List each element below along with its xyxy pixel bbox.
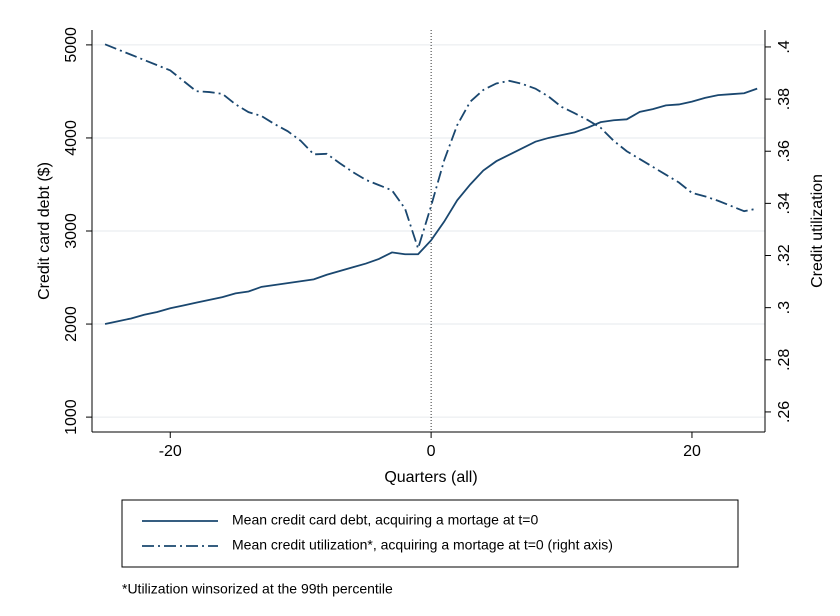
y-tick-label: 1000 (63, 399, 80, 435)
y2-tick-label: .26 (776, 401, 793, 423)
y-tick-label: 5000 (63, 27, 80, 63)
y2-tick-label: .28 (776, 349, 793, 371)
legend-label: Mean credit utilization*, acquiring a mo… (232, 537, 613, 553)
y2-axis-label: Credit utilization (809, 174, 826, 288)
y-tick-label: 4000 (63, 120, 80, 156)
x-tick-label: 20 (683, 443, 701, 460)
y-tick-label: 2000 (63, 306, 80, 342)
y-axis-label: Credit card debt ($) (36, 162, 53, 300)
legend-box (121, 499, 739, 568)
y-tick-label: 3000 (63, 213, 80, 249)
y2-tick-label: .38 (776, 88, 793, 110)
x-tick-label: -20 (159, 443, 182, 460)
x-axis-label: Quarters (all) (384, 469, 477, 486)
y2-tick-label: .34 (776, 192, 793, 214)
note: *Utilization winsorized at the 99th perc… (122, 581, 393, 597)
y2-tick-label: .32 (776, 244, 793, 266)
y2-tick-label: .3 (776, 301, 793, 314)
series-line (104, 43, 758, 252)
legend-label: Mean credit card debt, acquiring a morta… (232, 512, 538, 528)
series-line (104, 87, 758, 325)
x-tick-label: 0 (427, 443, 436, 460)
y2-tick-label: .36 (776, 140, 793, 162)
y2-tick-label: .4 (776, 40, 793, 53)
